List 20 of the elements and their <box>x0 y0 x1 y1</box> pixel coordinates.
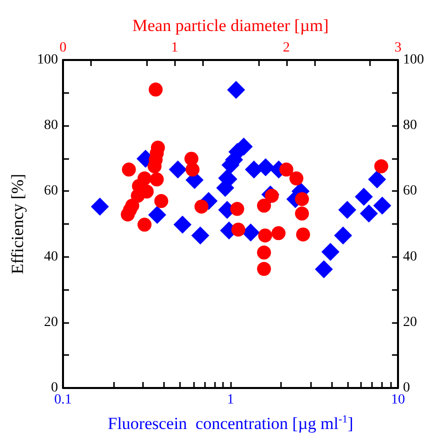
y-tick-label: 60 <box>44 184 58 199</box>
y-tick-label: 40 <box>44 249 58 264</box>
x-tick-label: 0.1 <box>54 392 72 408</box>
x-tick-label: 1 <box>227 392 234 408</box>
y2-tick-label: 0 <box>403 380 410 396</box>
y2-tick-label: 40 <box>403 249 417 264</box>
x2-tick-label: 3 <box>394 40 402 56</box>
y2-tick-label: 100 <box>403 52 424 68</box>
x-tick-label: 10 <box>391 392 405 408</box>
y-tick-label: 0 <box>51 380 58 396</box>
y2-tick-label: 80 <box>403 118 417 134</box>
y-tick-label: 80 <box>44 118 58 134</box>
x2-tick-label: 2 <box>282 40 290 56</box>
y2-tick-label: 60 <box>403 184 417 199</box>
y-tick-label: 100 <box>37 52 58 68</box>
y-tick-label: 20 <box>44 314 58 330</box>
x2-tick-label: 1 <box>171 40 178 56</box>
y-axis-title: Efficiency [%] <box>8 174 28 274</box>
x2-axis-title: Mean particle diameter [µm] <box>132 16 329 35</box>
y2-tick-label: 20 <box>403 314 417 330</box>
